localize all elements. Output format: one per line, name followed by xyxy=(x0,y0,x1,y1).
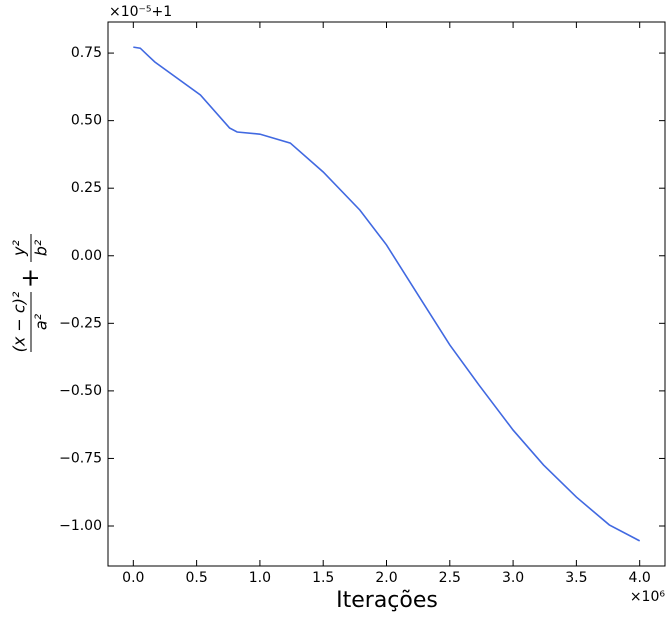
x-tick-label: 0.0 xyxy=(122,570,144,586)
plot-frame xyxy=(107,21,666,567)
y-tick-label: 0.25 xyxy=(71,180,102,196)
line xyxy=(133,46,641,542)
y-tick-label: 0.75 xyxy=(71,45,102,61)
x-axis-label: Iterações xyxy=(336,588,438,613)
x-tick-label: 2.5 xyxy=(439,570,461,586)
y-tick-label: −0.50 xyxy=(59,383,102,399)
y-tick-label: 0.00 xyxy=(71,248,102,264)
ylabel-numerator: (x − c)² xyxy=(10,291,29,352)
x-tick-label: 1.0 xyxy=(249,570,271,586)
ylabel-numerator: y² xyxy=(10,239,29,256)
y-tick-label: −0.25 xyxy=(59,315,102,331)
x-tick-label: 1.5 xyxy=(312,570,334,586)
ylabel-denominator: a² xyxy=(32,313,51,330)
x-tick-label: 3.0 xyxy=(502,570,524,586)
y-tick-label: 0.50 xyxy=(71,113,102,129)
y-offset-text: ×10⁻⁵+1 xyxy=(109,4,172,20)
x-offset-text: ×10⁶ xyxy=(630,589,666,605)
x-tick-label: 2.0 xyxy=(375,570,397,586)
x-tick-label: 3.5 xyxy=(565,570,587,586)
x-tick-label: 4.0 xyxy=(629,570,651,586)
y-tick-label: −1.00 xyxy=(59,518,102,534)
y-tick-label: −0.75 xyxy=(59,450,102,466)
ylabel-denominator: b² xyxy=(32,239,51,256)
ylabel-operator: + xyxy=(16,268,44,288)
y-axis-label: (x − c)² a² + y² b² xyxy=(10,234,51,352)
x-tick-label: 0.5 xyxy=(185,570,207,586)
